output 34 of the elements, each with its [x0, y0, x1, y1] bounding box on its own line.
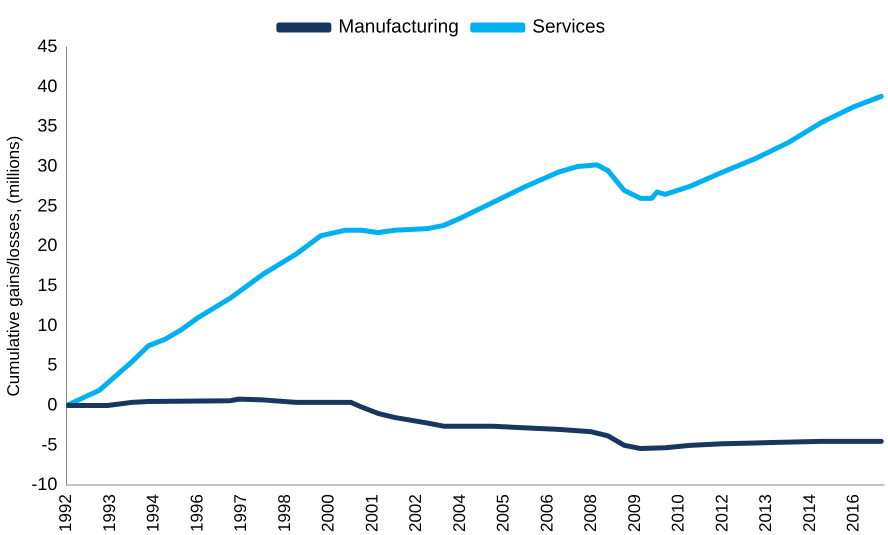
- x-tick-label: 2010: [668, 494, 688, 532]
- x-tick-label: 2001: [362, 494, 382, 532]
- x-tick-label: 2014: [800, 494, 819, 532]
- y-tick-label: 30: [37, 155, 58, 176]
- x-tick-label: 2008: [581, 494, 600, 532]
- y-tick-label: -10: [31, 474, 58, 494]
- x-tick-label: 2009: [624, 494, 644, 532]
- y-tick-label: 0: [47, 394, 58, 414]
- x-tick-label: 2000: [318, 494, 338, 532]
- x-tick-label: 1993: [100, 494, 119, 532]
- y-axis-title: Cumulative gains/losses, (millions): [4, 136, 23, 396]
- x-tick-label: 2004: [450, 494, 469, 532]
- x-tick-label: 2005: [494, 494, 513, 532]
- x-tick-label: 2013: [756, 494, 776, 532]
- y-tick-label: 45: [37, 36, 58, 56]
- x-tick-label: 2002: [406, 494, 426, 532]
- x-tick-label: 1992: [56, 494, 76, 532]
- y-tick-label: -5: [41, 434, 58, 454]
- legend-label: Services: [532, 16, 606, 38]
- y-tick-label: 5: [47, 354, 58, 375]
- y-tick-label: 25: [37, 195, 58, 216]
- x-tick-label: 2012: [712, 494, 732, 532]
- x-tick-label: 1998: [274, 494, 294, 532]
- y-tick-label: 35: [37, 116, 58, 136]
- y-tick-label: 20: [37, 235, 58, 256]
- x-tick-label: 2016: [844, 494, 863, 532]
- x-tick-label: 1996: [187, 494, 206, 532]
- y-tick-label: 40: [37, 76, 58, 96]
- legend-label: Manufacturing: [338, 16, 459, 38]
- x-tick-label: 1994: [144, 494, 163, 532]
- x-tick-label: 1997: [231, 494, 250, 532]
- x-tick-label: 2006: [537, 494, 556, 532]
- y-tick-label: 15: [37, 274, 58, 295]
- y-tick-label: 10: [37, 314, 58, 335]
